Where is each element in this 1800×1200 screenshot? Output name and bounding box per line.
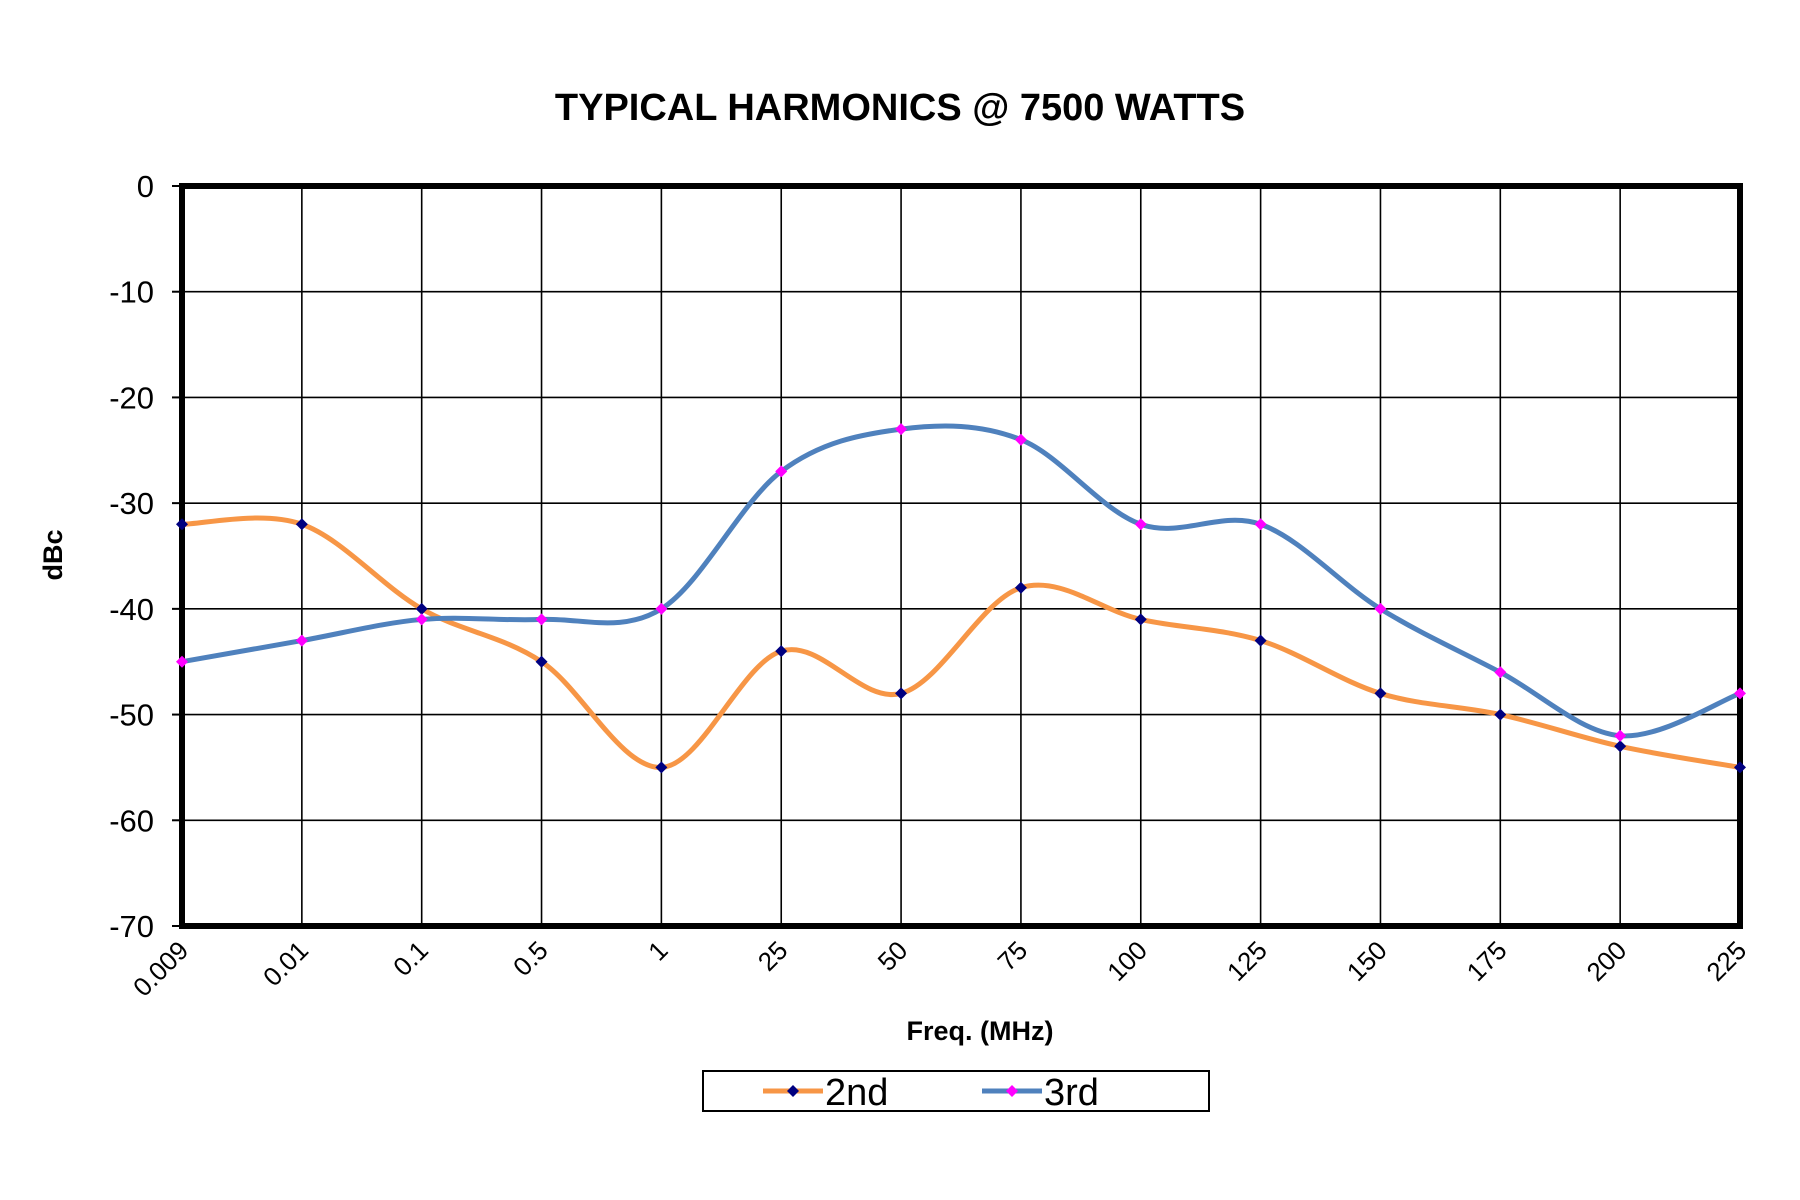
data-point-marker: [535, 613, 548, 626]
data-point-marker: [415, 602, 428, 615]
y-tick-label: -10: [109, 275, 154, 310]
data-point-marker: [535, 655, 548, 668]
data-point-marker: [1494, 708, 1507, 721]
data-point-marker: [415, 613, 428, 626]
data-point-marker: [775, 645, 788, 658]
data-point-marker: [655, 602, 668, 615]
y-axis-tick-labels: 0 -10 -20 -30 -40 -50 -60 -70: [109, 169, 154, 944]
x-tick-label: 125: [1221, 935, 1273, 987]
legend-marker-swatch: [787, 1085, 799, 1097]
data-point-marker: [295, 518, 308, 531]
series-3rd: [176, 423, 1746, 742]
data-point-marker: [1254, 634, 1267, 647]
y-tick-label: -20: [109, 380, 154, 415]
series-2nd: [176, 515, 1746, 774]
y-tick-label: -40: [109, 592, 154, 627]
series-layer: [176, 423, 1746, 774]
data-point-marker: [1014, 433, 1027, 446]
x-axis-label: Freq. (MHz): [907, 1016, 1054, 1046]
plot-frame: [172, 183, 1743, 929]
series-line: [179, 423, 1743, 739]
legend: 2nd 3rd: [702, 1070, 1210, 1114]
data-point-marker: [1614, 729, 1627, 742]
y-tick-label: -30: [109, 486, 154, 521]
x-tick-label: 0.01: [257, 935, 314, 992]
data-point-marker: [1734, 687, 1746, 700]
data-point-marker: [895, 423, 908, 436]
x-tick-label: 100: [1101, 935, 1153, 987]
data-point-marker: [1374, 602, 1387, 615]
y-tick-label: 0: [137, 169, 154, 204]
y-tick-label: -70: [109, 909, 154, 944]
data-point-marker: [655, 761, 668, 774]
data-point-marker: [176, 655, 188, 668]
chart-title: TYPICAL HARMONICS @ 7500 WATTS: [555, 87, 1245, 129]
x-tick-label: 0.1: [387, 935, 434, 982]
x-tick-label: 25: [752, 935, 794, 977]
x-tick-label: 0.5: [507, 935, 554, 982]
data-point-marker: [1014, 581, 1027, 594]
y-axis-label: dBc: [38, 529, 68, 580]
data-point-marker: [1254, 518, 1267, 531]
data-point-marker: [1374, 687, 1387, 700]
data-point-marker: [295, 634, 308, 647]
data-point-marker: [1614, 740, 1627, 753]
x-tick-label: 1: [642, 935, 673, 966]
y-tick-label: -50: [109, 698, 154, 733]
data-point-marker: [1134, 518, 1147, 531]
legend-marker-swatch: [1006, 1085, 1018, 1097]
series-line: [179, 515, 1743, 770]
legend-label: 3rd: [1044, 1072, 1099, 1114]
x-tick-label: 175: [1461, 935, 1513, 987]
x-tick-label: 200: [1581, 935, 1633, 987]
x-tick-label: 0.009: [127, 935, 194, 1002]
legend-entry: 2nd: [763, 1072, 888, 1114]
data-point-marker: [1734, 761, 1746, 774]
legend-entry: 3rd: [982, 1072, 1099, 1114]
plot-border: [179, 183, 1743, 929]
x-tick-label: 50: [872, 935, 914, 977]
x-tick-label: 150: [1341, 935, 1393, 987]
y-tick-label: -60: [109, 803, 154, 838]
data-point-marker: [895, 687, 908, 700]
data-point-marker: [1494, 666, 1507, 679]
legend-label: 2nd: [825, 1072, 888, 1114]
data-point-marker: [176, 518, 188, 531]
x-tick-label: 225: [1700, 935, 1752, 987]
data-point-marker: [1134, 613, 1147, 626]
x-axis-tick-labels: 0.009 0.01 0.1 0.5 1 25 50 75 100 125 150 175 200 225: [127, 935, 1752, 1002]
x-tick-label: 75: [992, 935, 1034, 977]
gridlines: [181, 185, 1741, 927]
data-point-marker: [775, 465, 788, 478]
